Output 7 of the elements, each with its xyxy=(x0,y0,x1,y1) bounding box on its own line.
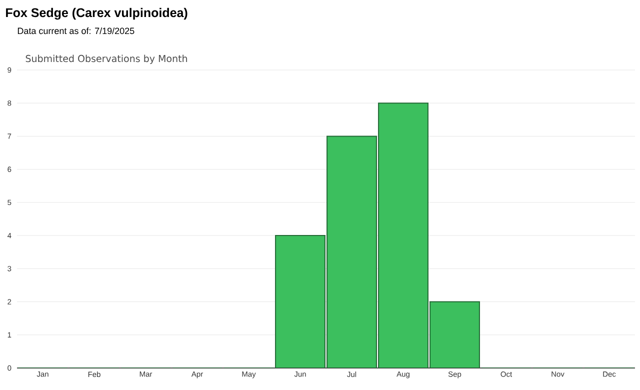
bar xyxy=(326,136,377,368)
text: Submitted Observations by Month xyxy=(26,54,188,64)
chart-title: Fox Sedge (Carex vulpinoidea) xyxy=(6,8,188,20)
chart-subtitle: Data current as of: 7/19/2025 xyxy=(18,27,134,34)
bar xyxy=(430,301,480,368)
bar xyxy=(275,235,326,368)
bar xyxy=(378,102,428,368)
